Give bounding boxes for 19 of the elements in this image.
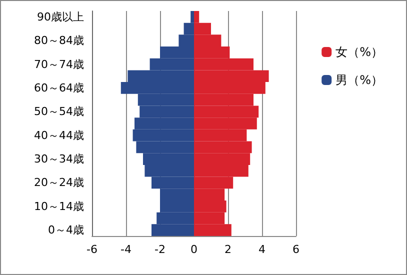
y-tick-label: 60～64歳 [34, 81, 84, 94]
y-tick-label: 50～54歳 [34, 105, 84, 118]
x-tick-label: 0 [190, 243, 198, 256]
x-tick-label: 2 [224, 243, 232, 256]
y-tick-label: 40～44歳 [34, 128, 84, 142]
legend-label: 女（%） [336, 45, 384, 59]
x-tick-label: 6 [292, 243, 300, 256]
x-tick-label: -4 [120, 243, 132, 256]
y-tick-label: 10～14歳 [34, 200, 84, 213]
y-tick-label: 70～74歳 [34, 58, 84, 71]
legend-label: 男（%） [336, 73, 384, 87]
y-tick-label: 90歳以上 [37, 10, 84, 24]
y-tick-label: 80～84歳 [34, 34, 84, 48]
x-tick-label: -2 [154, 243, 166, 256]
y-tick-label: 0～4歳 [48, 224, 84, 237]
x-tick-label: 4 [258, 243, 266, 256]
y-tick-label: 30～34歳 [34, 152, 84, 166]
x-tick-label: -6 [86, 243, 98, 256]
y-tick-label: 20～24歳 [34, 176, 84, 190]
